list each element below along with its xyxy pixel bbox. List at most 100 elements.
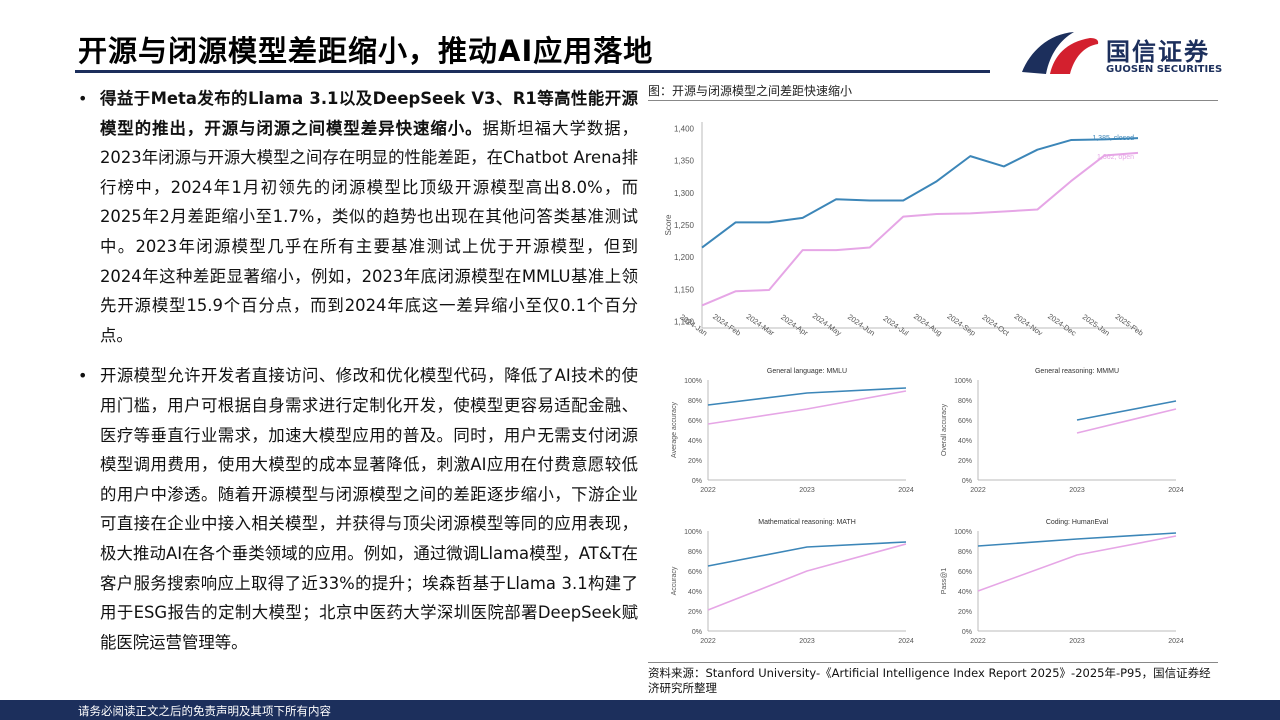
logo-name-en: GUOSEN SECURITIES <box>1106 64 1223 75</box>
y-tick-label: 80% <box>958 549 972 556</box>
x-tick-label: 2024 <box>898 638 914 645</box>
x-tick-label: 2024-Feb <box>711 312 742 338</box>
x-tick-label: 2024-Jun <box>846 312 877 337</box>
source-divider <box>648 662 1218 663</box>
logo-name-cn: 国信证券 <box>1106 38 1210 66</box>
x-tick-label: 2023 <box>1069 487 1085 494</box>
y-tick-label: 80% <box>958 398 972 405</box>
y-tick-label: 20% <box>958 609 972 616</box>
y-tick-label: 40% <box>688 589 702 596</box>
y-tick-label: 0% <box>692 478 702 485</box>
y-tick-label: 20% <box>958 458 972 465</box>
y-axis-label: Average accuracy <box>671 402 678 458</box>
y-tick-label: 20% <box>688 458 702 465</box>
y-axis-label: Overall accuracy <box>941 403 948 456</box>
y-tick-label: 1,150 <box>674 285 695 294</box>
x-tick-label: 2024-Jul <box>882 314 911 338</box>
y-tick-label: 100% <box>954 378 972 385</box>
guosen-logo-icon <box>1022 32 1099 74</box>
panel-title: Mathematical reasoning: MATH <box>758 519 856 526</box>
x-tick-label: 2024-Oct <box>980 313 1011 339</box>
y-tick-label: 1,250 <box>674 221 695 230</box>
x-tick-label: 2024-Sep <box>946 312 978 338</box>
bullet-body: 据斯坦福大学数据，2023年闭源与开源大模型之间存在明显的性能差距，在Chatb… <box>100 118 639 345</box>
series-line-open <box>707 543 907 611</box>
x-tick-label: 2023 <box>799 638 815 645</box>
series-line-closed <box>1076 400 1177 421</box>
y-tick-label: 0% <box>692 629 702 636</box>
x-tick-label: 2024-Mar <box>745 312 777 338</box>
series-line-closed <box>707 387 907 406</box>
x-tick-label: 2024-Dec <box>1046 312 1078 338</box>
y-tick-label: 1,200 <box>674 253 695 262</box>
series-end-label: 1,385, closed <box>1092 135 1134 142</box>
panel-title: General reasoning: MMMU <box>1035 368 1119 375</box>
y-tick-label: 1,300 <box>674 189 695 198</box>
x-tick-label: 2022 <box>970 487 986 494</box>
x-tick-label: 2025-Jan <box>1081 312 1112 337</box>
bullet-body: 开源模型允许开发者直接访问、修改和优化模型代码，降低了AI技术的使用门槛，用户可… <box>100 366 638 652</box>
footer-bar: 请务必阅读正文之后的免责声明及其项下所有内容 <box>0 700 1280 720</box>
x-tick-label: 2024-May <box>811 311 844 338</box>
x-tick-label: 2024-Apr <box>779 313 810 338</box>
figure-divider <box>648 100 1218 101</box>
title-divider <box>75 70 990 73</box>
y-tick-label: 100% <box>684 529 702 536</box>
y-tick-label: 1,100 <box>674 318 695 327</box>
panel-title: Coding: HumanEval <box>1046 519 1109 526</box>
footer-disclaimer: 请务必阅读正文之后的免责声明及其项下所有内容 <box>78 704 331 718</box>
y-tick-label: 40% <box>688 438 702 445</box>
math-chart: Mathematical reasoning: MATH 0% 20% 40% 60% 8… <box>671 519 914 645</box>
y-tick-label: 40% <box>958 589 972 596</box>
x-tick-label: 2023 <box>799 487 815 494</box>
series-line-open <box>1076 408 1177 434</box>
figure-source: 资料来源：Stanford University-《Artificial Int… <box>648 666 1211 695</box>
y-tick-label: 1,350 <box>674 157 695 166</box>
series-line-closed <box>701 137 1139 249</box>
y-tick-label: 1,400 <box>674 124 695 133</box>
y-tick-label: 0% <box>962 478 972 485</box>
y-axis-label: Accuracy <box>671 566 678 595</box>
x-tick-label: 2022 <box>970 638 986 645</box>
series-end-label: 1,362, open <box>1097 154 1134 161</box>
y-tick-label: 60% <box>958 569 972 576</box>
x-tick-label: 2022 <box>700 487 716 494</box>
y-tick-label: 60% <box>688 569 702 576</box>
x-tick-label: 2024 <box>1168 638 1184 645</box>
series-line-closed <box>707 541 907 567</box>
y-axis-label: Score <box>664 214 673 235</box>
company-logo: 国信证券 GUOSEN SECURITIES <box>1020 28 1230 78</box>
x-tick-label: 2024 <box>898 487 914 494</box>
figure-title: 图：开源与闭源模型之间差距快速缩小 <box>648 84 853 98</box>
y-tick-label: 100% <box>684 378 702 385</box>
x-tick-label: 2024 <box>1168 487 1184 494</box>
x-tick-label: 2023 <box>1069 638 1085 645</box>
series-line-open <box>707 390 907 425</box>
x-tick-label: 2024-Nov <box>1013 312 1045 338</box>
bullet-list: 得益于Meta发布的Llama 3.1以及DeepSeek V3、R1等高性能开… <box>78 84 638 668</box>
mmmu-chart: General reasoning: MMMU 0% 20% 40% 60% 80% 100… <box>941 368 1184 494</box>
mmlu-chart: General language: MMLU 0% 20% 40% 60% 80% 100%… <box>671 368 914 494</box>
series-line-closed <box>977 532 1177 547</box>
y-tick-label: 100% <box>954 529 972 536</box>
bullet-lead: 得益于Meta发布的Llama 3.1以及DeepSeek V3、R1等高性能开… <box>100 89 638 138</box>
y-tick-label: 0% <box>962 629 972 636</box>
x-tick-label: 2024-Aug <box>912 312 944 338</box>
page-title: 开源与闭源模型差距缩小，推动AI应用落地 <box>78 34 654 68</box>
y-axis-label: Pass@1 <box>941 568 948 595</box>
arena-score-chart: 1,100 1,150 1,200 1,250 1,300 1,350 1,400 Score… <box>664 122 1145 339</box>
panel-title: General language: MMLU <box>767 368 847 375</box>
humaneval-chart: Coding: HumanEval 0% 20% 40% 60% 80% 100% Pass@… <box>941 519 1184 645</box>
series-line-open <box>701 151 1139 307</box>
y-tick-label: 80% <box>688 398 702 405</box>
y-tick-label: 80% <box>688 549 702 556</box>
y-tick-label: 20% <box>688 609 702 616</box>
series-line-open <box>977 535 1177 592</box>
x-tick-label: 2022 <box>700 638 716 645</box>
y-tick-label: 60% <box>688 418 702 425</box>
y-tick-label: 60% <box>958 418 972 425</box>
bullet-item: 得益于Meta发布的Llama 3.1以及DeepSeek V3、R1等高性能开… <box>78 84 638 350</box>
bullet-item: 开源模型允许开发者直接访问、修改和优化模型代码，降低了AI技术的使用门槛，用户可… <box>78 361 638 657</box>
y-tick-label: 40% <box>958 438 972 445</box>
x-tick-label: 2025-Feb <box>1114 312 1145 338</box>
